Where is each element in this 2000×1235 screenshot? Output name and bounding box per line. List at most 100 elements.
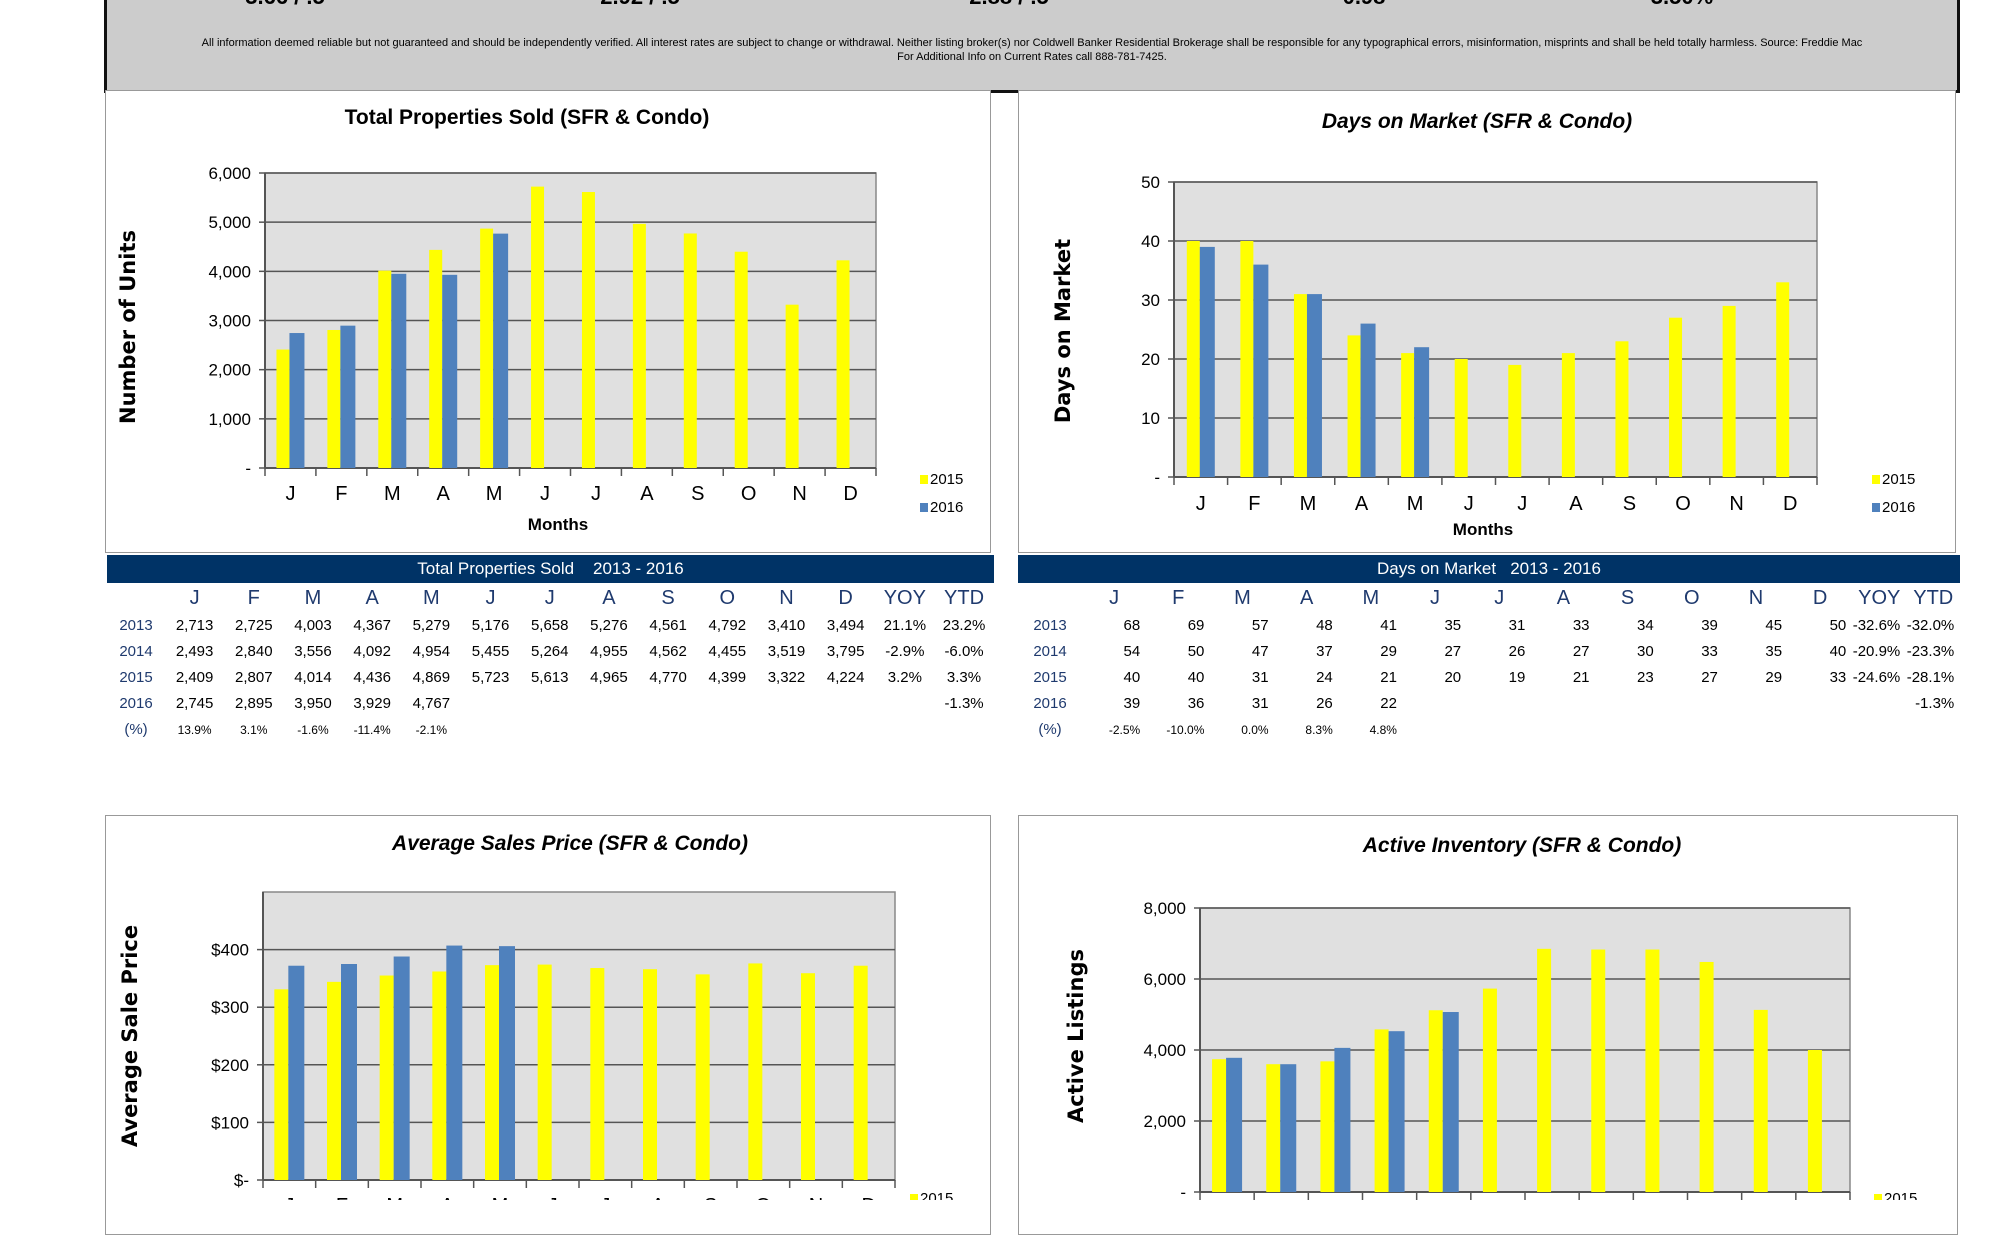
bar-2016-3: [442, 274, 458, 468]
y-tick-label: 20: [1141, 350, 1160, 369]
x-tick-label: M: [1407, 493, 1424, 515]
bar-2015-3: [1374, 1029, 1389, 1192]
column-header: D: [1812, 587, 1828, 609]
table-cell: -11.4%: [353, 723, 391, 737]
bar-2016-3: [1360, 323, 1376, 477]
table-cell: 4,003: [294, 617, 332, 634]
table-cell: 20: [1444, 669, 1462, 686]
table-cell: 27: [1701, 669, 1718, 686]
x-tick-label: N: [792, 483, 806, 505]
bar-2015-10: [785, 304, 799, 468]
legend-swatch-2015: [1874, 1194, 1882, 1200]
table-cell: -32.6%: [1852, 617, 1901, 634]
row-label: 2013: [119, 617, 153, 634]
table-cell: 24: [1316, 669, 1333, 686]
table-cell: 33: [1572, 617, 1590, 634]
x-tick-label: F: [1248, 493, 1260, 515]
bar-2015-0: [1186, 241, 1200, 477]
bar-2015-7: [1561, 353, 1575, 477]
row-label: (%): [1038, 721, 1062, 738]
column-header: N: [1748, 587, 1764, 609]
bar-2016-0: [1226, 1057, 1243, 1192]
table-cell: 27: [1444, 643, 1462, 660]
table-cell: [579, 717, 638, 743]
legend-label: 2015: [1884, 1190, 1917, 1200]
table-cell: [698, 691, 757, 717]
bar-2016-3: [446, 945, 463, 1180]
x-tick-label: J: [591, 483, 601, 505]
table-cell: -20.9%: [1852, 643, 1901, 660]
table-cell: 2,725: [235, 617, 273, 634]
x-tick-label: J: [548, 1195, 558, 1200]
table-cell: 3,795: [826, 643, 865, 660]
table-cell: 54: [1123, 643, 1141, 660]
bar-2015-7: [1591, 949, 1606, 1192]
table-cell: -32.0%: [1906, 617, 1955, 634]
table-cell: [1906, 717, 1960, 743]
table-cell: 2,713: [175, 617, 214, 634]
column-header: J: [544, 587, 555, 609]
bar-2015-6: [590, 968, 605, 1180]
table-cell: 3,322: [767, 669, 806, 686]
table-cell: 26: [1316, 695, 1333, 712]
table-row: (%) -2.5% -10.0% 0.0% 8.3% 4.8%: [1018, 717, 1960, 743]
table-cell: [1788, 717, 1852, 743]
legend-swatch-2016: [1872, 503, 1880, 512]
bar-2015-6: [581, 192, 595, 468]
y-tick-label: 2,000: [1143, 1112, 1186, 1131]
x-tick-label: A: [1569, 493, 1583, 515]
bar-2015-11: [836, 260, 850, 468]
x-tick-label: J: [600, 1195, 610, 1200]
table-column-headers: J F M A M J J A S O N D YOY YTD: [107, 583, 994, 613]
table-cell: 13.9%: [177, 723, 212, 737]
table-cell: 40: [1829, 643, 1847, 660]
plot-area: [1173, 181, 1818, 478]
table-cell: -28.1%: [1906, 669, 1955, 686]
bar-2015-5: [1482, 988, 1497, 1192]
bar-2015-3: [432, 971, 447, 1180]
table-cell: -23.3%: [1906, 643, 1955, 660]
table-cell: 33: [1701, 643, 1718, 660]
bar-2015-0: [274, 989, 289, 1180]
bar-2016-4: [1442, 1012, 1459, 1192]
table-cell: 3,929: [353, 695, 391, 712]
y-tick-label: 6,000: [208, 164, 251, 183]
x-tick-label: N: [1729, 493, 1743, 515]
table-cell: 4,965: [590, 669, 628, 686]
table-cell: 5,176: [471, 617, 510, 634]
column-header: A: [1556, 587, 1571, 609]
table-cell: 19: [1508, 669, 1526, 686]
bar-2015-9: [748, 963, 763, 1180]
x-tick-label: A: [651, 1195, 665, 1200]
bar-2015-2: [1320, 1061, 1335, 1192]
y-tick-label: 6,000: [1143, 970, 1186, 989]
table-cell: [1531, 717, 1595, 743]
table-cell: [1788, 691, 1852, 717]
bar-2015-8: [1615, 341, 1629, 477]
table-cell: [875, 691, 934, 717]
bar-2015-3: [1347, 335, 1361, 477]
rate-value: 3.50%: [1651, 0, 1713, 10]
bar-2015-11: [1776, 282, 1790, 477]
table-cell: 45: [1765, 617, 1783, 634]
y-axis-label: Active Listings: [1064, 949, 1088, 1123]
bar-2016-1: [341, 964, 357, 1180]
table-row: 2015 40 40 31 24 21 20 19 21 23 27 29 33 -24.6% -28.1%: [1018, 665, 1960, 691]
bar-2015-11: [1807, 1050, 1822, 1192]
table-cell: [1531, 691, 1595, 717]
table-cell: 3,519: [767, 643, 806, 660]
x-tick-label: D: [861, 1195, 875, 1200]
legend-label: 2015: [1882, 471, 1915, 488]
table-cell: 2,840: [235, 643, 273, 660]
y-tick-label: 2,000: [208, 361, 251, 380]
y-tick-label: $400: [211, 941, 249, 960]
table-cell: 5,455: [471, 643, 510, 660]
table-header: Total Properties Sold 2013 - 2016: [107, 555, 994, 583]
table-cell: 5,276: [590, 617, 628, 634]
table-cell: [816, 691, 875, 717]
column-header: N: [779, 587, 794, 609]
x-tick-label: D: [1783, 493, 1797, 515]
chart-days-on-market: - 10 20 30 40 50 2015 2016 J F M A M J J A S O N D Days on M…: [1051, 110, 1915, 539]
table-cell: -24.6%: [1852, 669, 1901, 686]
table-cell: 5,658: [530, 617, 569, 634]
